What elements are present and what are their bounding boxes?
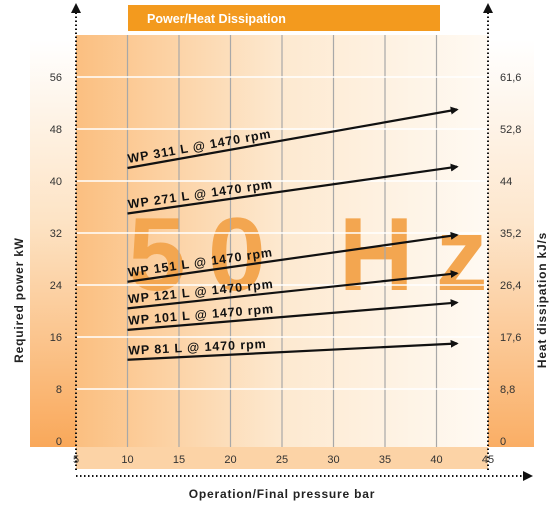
y-left-tick-label-0: 0 bbox=[56, 436, 62, 448]
y-left-tick-label-56: 56 bbox=[50, 72, 62, 84]
vertical-grid bbox=[126, 35, 438, 447]
y-right-tick-label-7: 61,6 bbox=[500, 72, 521, 84]
y-left-tick-label-16: 16 bbox=[50, 332, 62, 344]
x-axis-title: Operation/Final pressure bar bbox=[189, 487, 375, 501]
x-tick-label-40: 40 bbox=[430, 454, 442, 466]
y-left-tick-label-48: 48 bbox=[50, 124, 62, 136]
series-label-5: WP 81 L @ 1470 rpm bbox=[128, 337, 267, 358]
series-arrow-1 bbox=[127, 163, 459, 215]
chart-banner bbox=[128, 5, 440, 31]
x-tick-labels: 5 10 15 20 25 30 35 40 45 bbox=[73, 454, 494, 466]
x-tick-label-25: 25 bbox=[276, 454, 288, 466]
axes bbox=[71, 3, 533, 481]
y-right-tick-label-5: 44 bbox=[500, 176, 512, 188]
y-right-tick-label-4: 35,2 bbox=[500, 228, 521, 240]
x-tick-label-30: 30 bbox=[327, 454, 339, 466]
series-arrow-0 bbox=[127, 106, 459, 170]
side-panel-right bbox=[488, 40, 534, 447]
x-tick-label-10: 10 bbox=[121, 454, 133, 466]
y-left-tick-label-40: 40 bbox=[50, 176, 62, 188]
x-tick-label-15: 15 bbox=[173, 454, 185, 466]
series-arrow-5 bbox=[127, 339, 459, 361]
y-right-tick-label-2: 17,6 bbox=[500, 332, 521, 344]
horizontal-grid bbox=[76, 76, 488, 390]
chart-title: Power/Heat Dissipation bbox=[147, 12, 286, 26]
x-tick-label-5: 5 bbox=[73, 454, 79, 466]
y-right-tick-label-1: 8,8 bbox=[500, 384, 515, 396]
y-right-tick-labels: 0 8,8 17,6 26,4 35,2 44 52,8 61,6 bbox=[500, 72, 521, 448]
frequency-watermark: 50 Hz bbox=[128, 197, 510, 313]
x-tick-label-45: 45 bbox=[482, 454, 494, 466]
y-right-tick-label-6: 52,8 bbox=[500, 124, 521, 136]
y-left-tick-label-8: 8 bbox=[56, 384, 62, 396]
y-left-tick-label-32: 32 bbox=[50, 228, 62, 240]
x-tick-label-20: 20 bbox=[224, 454, 236, 466]
y-right-tick-label-0: 0 bbox=[500, 436, 506, 448]
y-axis-left-title: Required power kW bbox=[12, 237, 26, 363]
x-tick-label-35: 35 bbox=[379, 454, 391, 466]
x-axis-band bbox=[76, 447, 488, 469]
series-arrow-4 bbox=[127, 299, 459, 331]
series-arrow-3 bbox=[127, 270, 459, 310]
y-right-tick-label-3: 26,4 bbox=[500, 280, 521, 292]
y-left-tick-label-24: 24 bbox=[50, 280, 62, 292]
series-arrow-2 bbox=[127, 231, 459, 283]
y-axis-right-title: Heat dissipation kJ/s bbox=[535, 232, 549, 368]
y-left-tick-labels: 0 8 16 24 32 40 48 56 bbox=[50, 72, 62, 448]
side-panel-left bbox=[30, 40, 76, 447]
